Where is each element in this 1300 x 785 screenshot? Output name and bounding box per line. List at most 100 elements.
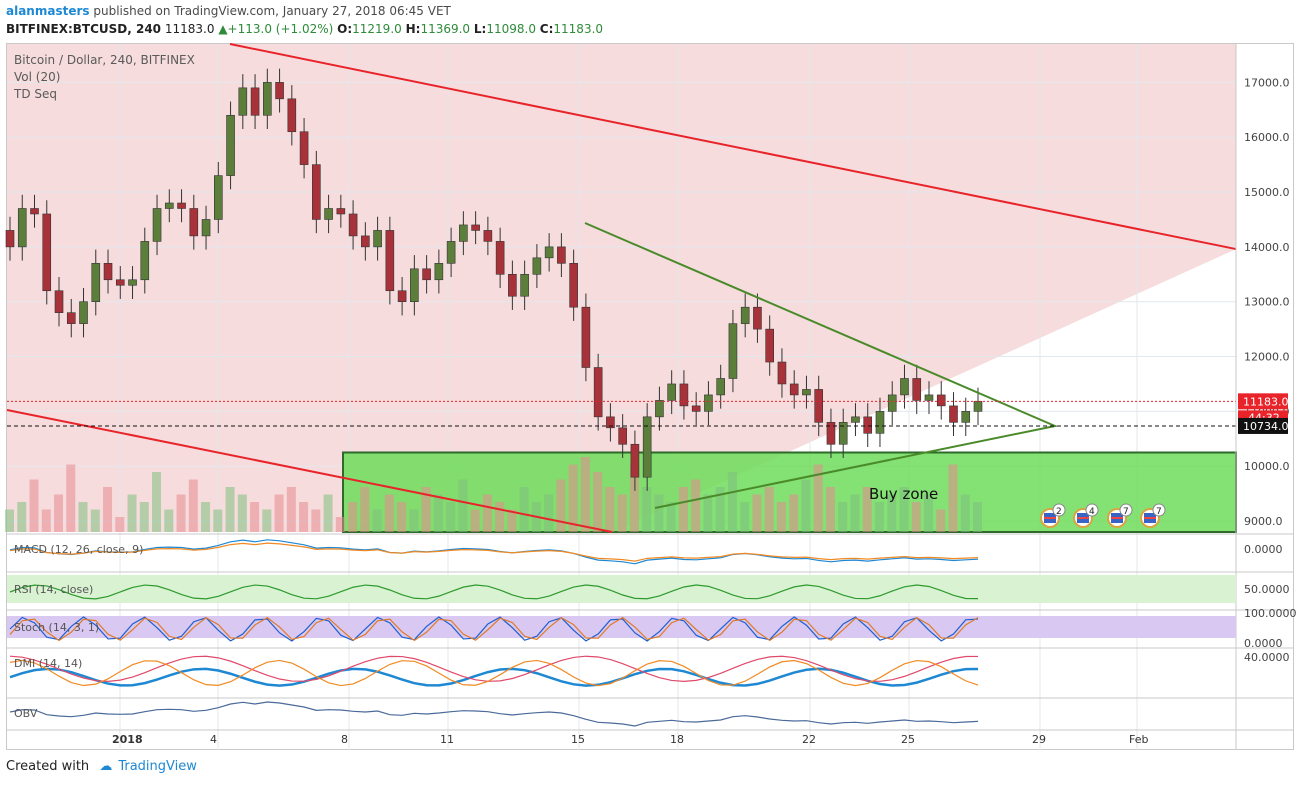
candle — [5, 216, 15, 261]
volume-bar — [409, 509, 419, 532]
candle — [471, 211, 480, 245]
candle — [79, 288, 88, 338]
candle — [863, 403, 873, 448]
volume-bar — [446, 502, 456, 532]
candle-body — [765, 328, 774, 363]
tradingview-link[interactable]: TradingView — [118, 759, 197, 774]
candle — [826, 408, 836, 458]
y-tick-label: 17000.0 — [1244, 76, 1290, 89]
volume-bar — [776, 502, 786, 532]
event-flag-stripe — [1144, 517, 1156, 519]
candle-body — [164, 202, 174, 209]
x-tick-label: 22 — [802, 733, 816, 746]
candle-body — [508, 273, 517, 297]
candle-body — [324, 208, 333, 220]
volume-bar — [458, 479, 468, 532]
candle — [495, 227, 505, 288]
candle — [410, 255, 419, 316]
event-count: 7 — [1123, 507, 1129, 517]
volume-bar — [703, 494, 713, 532]
candle — [802, 375, 811, 409]
candle — [777, 348, 787, 398]
dmi-plus-line — [9, 655, 979, 683]
volume-bar — [470, 509, 480, 532]
volume-bar — [262, 509, 272, 532]
candle — [152, 194, 162, 256]
volume-bar — [397, 502, 407, 532]
candle-body — [655, 400, 664, 418]
x-tick-label: 18 — [670, 733, 684, 746]
candle — [728, 309, 738, 393]
legend-tdseq: TD Seq — [14, 87, 58, 101]
candle — [275, 68, 284, 113]
volume-bar — [519, 487, 529, 532]
candle — [789, 370, 799, 409]
candle-body — [936, 394, 946, 407]
low-label: L: — [473, 22, 487, 36]
event-flag-icon — [1107, 503, 1133, 528]
candle — [263, 68, 272, 129]
candle-body — [912, 378, 922, 401]
symbol-label[interactable]: BITFINEX:BTCUSD, 240 — [6, 22, 162, 36]
volume-bar — [201, 502, 211, 532]
volume-bar — [360, 487, 370, 532]
event-flag-stripe — [1044, 517, 1056, 519]
rsi-line — [9, 584, 979, 600]
candle — [17, 194, 27, 261]
volume-bar — [482, 494, 492, 532]
candle-body — [777, 361, 787, 385]
footer: Created with ☁ TradingView — [6, 759, 197, 774]
x-tick-label: 11 — [440, 733, 454, 746]
candle-body — [532, 257, 542, 275]
candle-body — [924, 394, 934, 401]
candle-body — [250, 87, 260, 116]
panel-axis-label: 40.0000 — [1244, 651, 1290, 664]
panel-label-dmi: DMI (14, 14) — [14, 657, 83, 670]
tradingview-cloud-icon: ☁ — [99, 759, 113, 774]
candle — [446, 227, 456, 278]
volume-bar — [323, 494, 333, 532]
panel-axis-label: 0.0000 — [1244, 637, 1283, 650]
candle — [520, 260, 529, 310]
candle-body — [336, 208, 346, 215]
volume-bar — [850, 494, 860, 532]
candle-body — [887, 394, 897, 412]
candle-body — [140, 241, 150, 281]
candle-body — [226, 114, 235, 176]
close-value: 11183.0 — [553, 22, 604, 36]
candle — [189, 194, 199, 250]
y-tick-label: 16000.0 — [1244, 131, 1290, 144]
candle-body — [54, 290, 64, 313]
candle — [557, 233, 566, 278]
high-label: H: — [405, 22, 421, 36]
candle — [214, 161, 223, 234]
volume-bar — [433, 494, 443, 532]
legend-title: Bitcoin / Dollar, 240, BITFINEX — [14, 53, 195, 67]
volume-bar — [311, 509, 321, 532]
open-value: 11219.0 — [352, 22, 402, 36]
candle — [532, 244, 542, 288]
publish-info: alanmasters published on TradingView.com… — [6, 4, 451, 18]
volume-bar — [740, 502, 750, 532]
price-change: +113.0 (+1.02%) — [227, 22, 334, 36]
published-text: published on TradingView.com, January 27… — [93, 4, 451, 18]
candle-body — [91, 263, 101, 303]
candle-body — [679, 383, 689, 407]
candle — [961, 397, 971, 437]
volume-bar — [299, 502, 309, 532]
panel-label-obv: OBV — [14, 707, 38, 720]
candle-body — [704, 394, 713, 412]
candle-body — [900, 378, 909, 396]
volume-bar — [5, 509, 14, 532]
candle — [397, 277, 407, 316]
candle-body — [593, 367, 603, 418]
volume-bar — [29, 479, 39, 532]
author-link[interactable]: alanmasters — [6, 4, 90, 18]
event-count-badge — [1152, 503, 1166, 517]
y-tick-label: 13000.0 — [1244, 296, 1290, 309]
candle — [630, 430, 640, 491]
candle-body — [557, 246, 566, 264]
candle — [385, 216, 395, 305]
candle-body — [691, 405, 701, 412]
